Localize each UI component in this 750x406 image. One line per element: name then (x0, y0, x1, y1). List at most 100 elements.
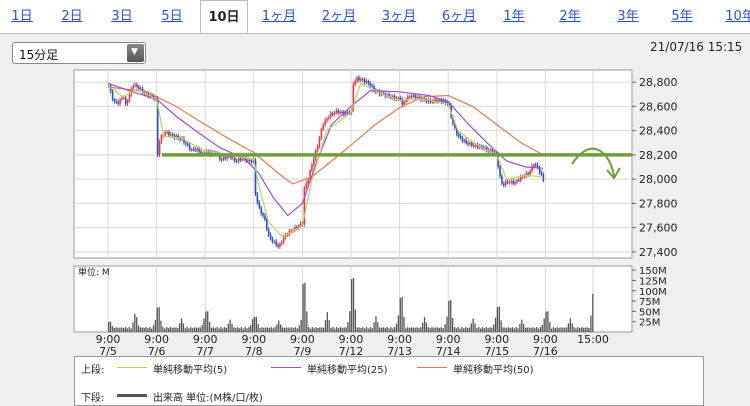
candle-body (249, 159, 251, 161)
volume-bar (380, 327, 383, 332)
volume-bar (124, 327, 127, 332)
volume-bar (588, 327, 590, 332)
tab-11[interactable]: 2年 (559, 9, 581, 24)
price-tick-label: 28,400 (639, 125, 678, 138)
candle-body (367, 81, 370, 84)
candle-body (467, 143, 469, 145)
volume-bar (279, 324, 282, 332)
volume-bar (298, 325, 300, 332)
price-tick-label: 28,800 (639, 76, 678, 89)
tab-14[interactable]: 10年 (725, 9, 750, 24)
tab-1[interactable]: 1日 (11, 9, 33, 24)
x-tick-date: 7/9 (294, 345, 312, 358)
volume-bar (272, 328, 274, 332)
volume-bar (145, 327, 147, 332)
candle-body (232, 157, 234, 159)
candle-body (365, 81, 368, 83)
volume-bar (296, 328, 299, 332)
candle-body (459, 136, 462, 138)
volume-bar (212, 327, 214, 332)
volume-bar (332, 327, 334, 332)
interval-select[interactable]: 15分足 ▼ (12, 42, 146, 64)
candle-body (508, 182, 511, 184)
volume-bar (328, 320, 330, 332)
candle-body (361, 79, 364, 81)
candle-body (341, 112, 343, 114)
tab-6[interactable]: 1ヶ月 (261, 9, 297, 24)
volume-bar (186, 327, 188, 332)
candle-body (452, 116, 454, 124)
candle-body (190, 149, 193, 151)
candle-body (329, 113, 332, 118)
candle-body (358, 77, 360, 81)
volume-bar (319, 327, 321, 332)
candle-body (373, 86, 375, 91)
candle-body (354, 81, 357, 85)
volume-bar (519, 323, 521, 332)
candle-body (254, 159, 257, 194)
period-tabs: 1日 2日 3日 5日 10日 1ヶ月 2ヶ月 3ヶ月 6ヶ月 1年 2年 3年 5年 10年 (0, 0, 750, 34)
candle-body (497, 153, 499, 167)
legend-swatch-3 (417, 367, 447, 368)
tab-12[interactable]: 3年 (617, 9, 639, 24)
candle-body (311, 164, 313, 171)
volume-bar (225, 328, 228, 332)
tab-10[interactable]: 1年 (503, 9, 525, 24)
volume-bar (496, 307, 499, 332)
candle-body (160, 135, 163, 142)
tab-2[interactable]: 2日 (61, 9, 83, 24)
volume-bar (137, 325, 140, 332)
tab-13[interactable]: 5年 (671, 9, 693, 24)
x-tick-time: 9:00 (484, 333, 509, 346)
candle-body (267, 229, 270, 235)
sma50-line (107, 86, 544, 185)
candle-body (461, 137, 464, 141)
volume-bar (567, 323, 570, 332)
volume-bar (377, 322, 379, 332)
volume-bar (502, 327, 504, 332)
volume-bar (259, 328, 261, 332)
volume-bar (108, 321, 110, 332)
volume-bar (311, 327, 314, 332)
volume-bar (324, 320, 327, 332)
tab-4[interactable]: 5日 (161, 9, 183, 24)
candle-body (486, 147, 488, 151)
legend: 上段: 単純移動平均(5) 単純移動平均(25) 単純移動平均(50) 下段: 出来… (74, 356, 704, 406)
volume-bar (309, 328, 312, 332)
candle-body (437, 100, 439, 102)
legend-label-2: 単純移動平均(25) (307, 365, 388, 376)
volume-bar (293, 327, 295, 332)
chevron-down-icon[interactable]: ▼ (127, 44, 144, 62)
interval-select-value: 15分足 (19, 48, 59, 62)
volume-bar (119, 327, 121, 332)
candle-body (444, 100, 447, 103)
tab-9[interactable]: 6ヶ月 (441, 9, 477, 24)
candle-body (542, 174, 545, 181)
volume-bar (498, 306, 500, 332)
candle-body (439, 100, 441, 102)
tab-3[interactable]: 3日 (111, 9, 133, 24)
candle-body (294, 227, 296, 231)
candle-body (474, 144, 477, 146)
candle-body (117, 101, 120, 104)
tab-8[interactable]: 3ヶ月 (381, 9, 417, 24)
candle-body (525, 173, 528, 177)
volume-bar (451, 317, 454, 332)
volume-bar (121, 327, 123, 332)
volume-bar (150, 328, 153, 332)
candle-body (403, 101, 405, 105)
candle-body (239, 158, 242, 161)
volume-bar (532, 327, 534, 332)
volume-bar (270, 327, 272, 332)
tab-7[interactable]: 2ヶ月 (321, 9, 357, 24)
volume-bar (487, 328, 489, 332)
candle-body (519, 176, 522, 181)
candle-body (371, 85, 373, 87)
volume-bar (554, 328, 557, 332)
volume-bar (248, 327, 250, 332)
volume-bar (457, 327, 459, 332)
candle-body (296, 227, 298, 229)
candle-body (309, 170, 311, 180)
tab-5[interactable]: 10日 (200, 0, 248, 34)
candle-body (275, 241, 278, 245)
